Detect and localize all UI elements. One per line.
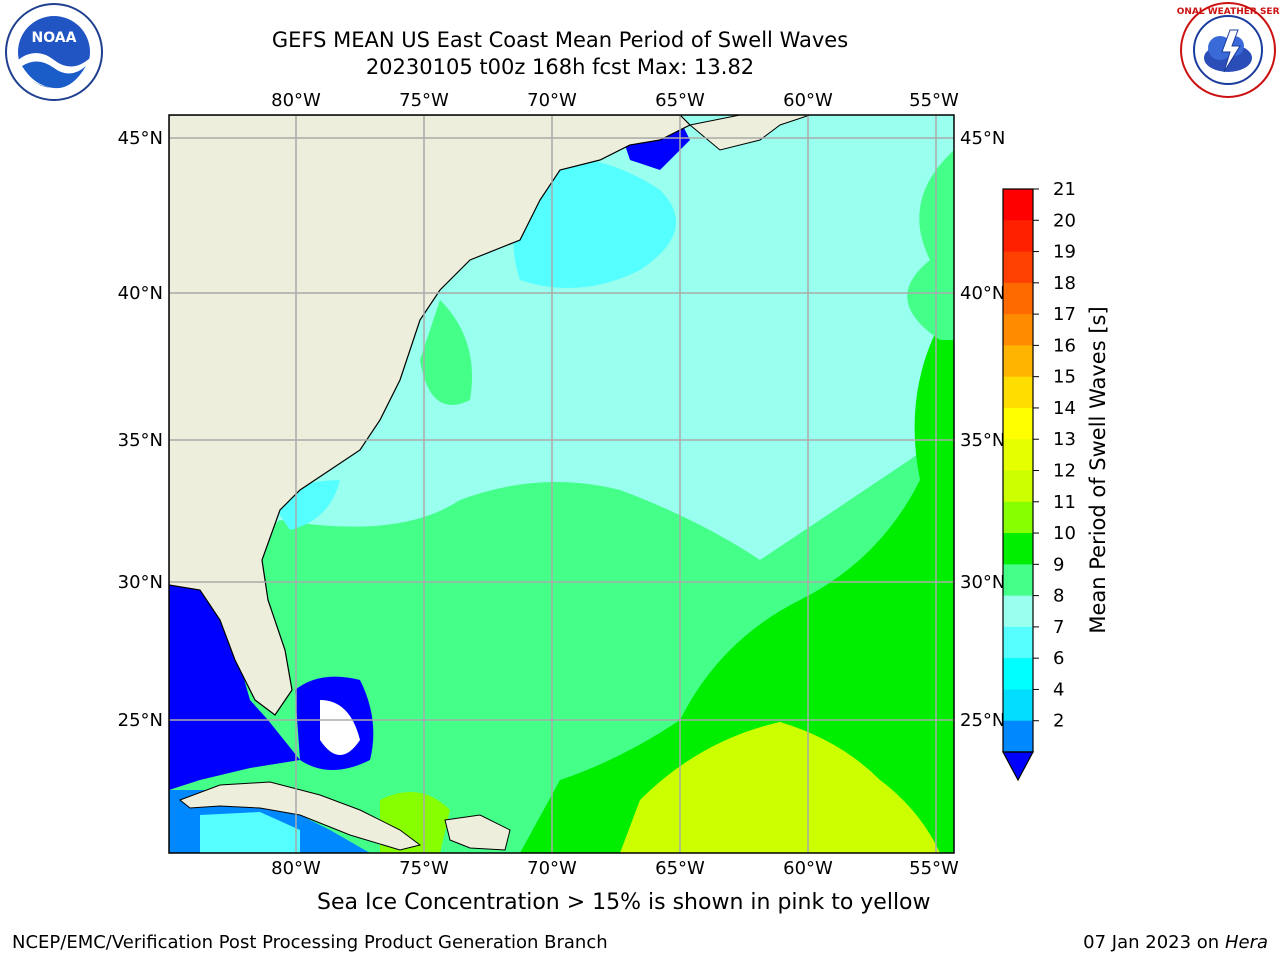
- nws-logo-text: NATIONAL WEATHER SERVICE: [1176, 7, 1280, 17]
- lat-labels-right: 45°N 40°N 35°N 30°N 25°N: [960, 128, 1005, 731]
- colorbar-segment: [1003, 251, 1033, 284]
- lon-label: 70°W: [527, 90, 577, 111]
- lat-label: 45°N: [118, 128, 163, 149]
- colorbar-segment: [1003, 314, 1033, 346]
- colorbar-segment: [1003, 470, 1033, 503]
- colorbar: 21 20 19 18 17 16 15 14 13 12 11 10 9 8 7 6 4 2: [1001, 179, 1076, 782]
- lat-label: 30°N: [960, 572, 1005, 593]
- chart-title: GEFS MEAN US East Coast Mean Period of S…: [271, 28, 849, 52]
- colorbar-segment: [1003, 407, 1033, 440]
- colorbar-segment: [1003, 345, 1033, 378]
- colorbar-segment: [1003, 626, 1033, 659]
- lat-label: 25°N: [960, 710, 1005, 731]
- colorbar-tick-label: 11: [1053, 492, 1076, 513]
- footer-host: Hera: [1224, 932, 1268, 953]
- noaa-logo: NOAA: [5, 3, 103, 101]
- colorbar-segment: [1003, 282, 1033, 315]
- land-hispaniola: [444, 814, 511, 851]
- lon-label: 55°W: [909, 858, 959, 879]
- colorbar-tick-label: 17: [1053, 304, 1076, 325]
- lon-label: 65°W: [655, 858, 705, 879]
- colorbar-tick-label: 21: [1053, 179, 1076, 200]
- colorbar-tick-label: 9: [1053, 554, 1064, 575]
- colorbar-tick-label: 19: [1053, 242, 1076, 263]
- lat-label: 30°N: [118, 572, 163, 593]
- colorbar-segment: [1003, 533, 1033, 565]
- nws-logo: NATIONAL WEATHER SERVICE: [1176, 2, 1280, 98]
- lon-label: 75°W: [399, 858, 449, 879]
- colorbar-extend: [1001, 751, 1035, 782]
- colorbar-tick-label: 16: [1053, 335, 1076, 356]
- map-field: [169, 115, 954, 853]
- footer-org: NCEP/EMC/Verification Post Processing Pr…: [12, 932, 608, 953]
- colorbar-segment: [1003, 220, 1033, 253]
- sea-ice-note: Sea Ice Concentration > 15% is shown in …: [317, 890, 931, 915]
- lon-label: 80°W: [271, 90, 321, 111]
- colorbar-tick-label: 8: [1053, 586, 1064, 607]
- land-cuba: [179, 781, 422, 851]
- colorbar-tick-label: 4: [1053, 679, 1064, 700]
- lon-label: 70°W: [527, 858, 577, 879]
- lat-label: 40°N: [118, 283, 163, 304]
- colorbar-segment: [1003, 501, 1033, 534]
- lon-labels-top: 80°W 75°W 70°W 65°W 60°W 55°W: [271, 90, 959, 111]
- colorbar-segment: [1003, 564, 1033, 597]
- colorbar-tick-label: 18: [1053, 273, 1076, 294]
- colorbar-tick-label: 10: [1053, 523, 1076, 544]
- lon-label: 80°W: [271, 858, 321, 879]
- colorbar-segment: [1003, 595, 1033, 628]
- graticule: [169, 115, 954, 853]
- lat-label: 35°N: [960, 430, 1005, 451]
- lon-label: 60°W: [783, 858, 833, 879]
- colorbar-segment: [1003, 658, 1033, 690]
- lon-label: 75°W: [399, 90, 449, 111]
- colorbar-tick-label: 15: [1053, 367, 1076, 388]
- chart-subtitle: 20230105 t00z 168h fcst Max: 13.82: [365, 55, 755, 79]
- colorbar-segment: [1003, 189, 1033, 221]
- lon-label: 65°W: [655, 90, 705, 111]
- lat-label: 40°N: [960, 283, 1005, 304]
- colorbar-tick-label: 13: [1053, 429, 1076, 450]
- colorbar-tick-label: 2: [1053, 711, 1064, 732]
- lon-label: 55°W: [909, 90, 959, 111]
- colorbar-segment: [1003, 720, 1033, 753]
- colorbar-tick-label: 6: [1053, 648, 1064, 669]
- colorbar-tick-label: 14: [1053, 398, 1076, 419]
- colorbar-segment: [1003, 439, 1033, 471]
- footer-date-text: 07 Jan 2023 on: [1083, 932, 1220, 953]
- colorbar-tick-label: 12: [1053, 461, 1076, 482]
- lon-labels-bottom: 80°W 75°W 70°W 65°W 60°W 55°W: [271, 858, 959, 879]
- lat-label: 25°N: [118, 710, 163, 731]
- lat-labels-left: 45°N 40°N 35°N 30°N 25°N: [118, 128, 163, 731]
- colorbar-tick-label: 20: [1053, 210, 1076, 231]
- colorbar-tick-label: 7: [1053, 617, 1064, 638]
- colorbar-label: Mean Period of Swell Waves [s]: [1086, 306, 1110, 634]
- lat-label: 35°N: [118, 430, 163, 451]
- noaa-logo-text: NOAA: [32, 30, 77, 46]
- lon-label: 60°W: [783, 90, 833, 111]
- colorbar-segment: [1003, 376, 1033, 409]
- lat-label: 45°N: [960, 128, 1005, 149]
- footer-date: 07 Jan 2023 on Hera: [1083, 932, 1268, 953]
- colorbar-segment: [1003, 689, 1033, 722]
- map-frame: [168, 114, 955, 854]
- land-north-america: [169, 115, 692, 716]
